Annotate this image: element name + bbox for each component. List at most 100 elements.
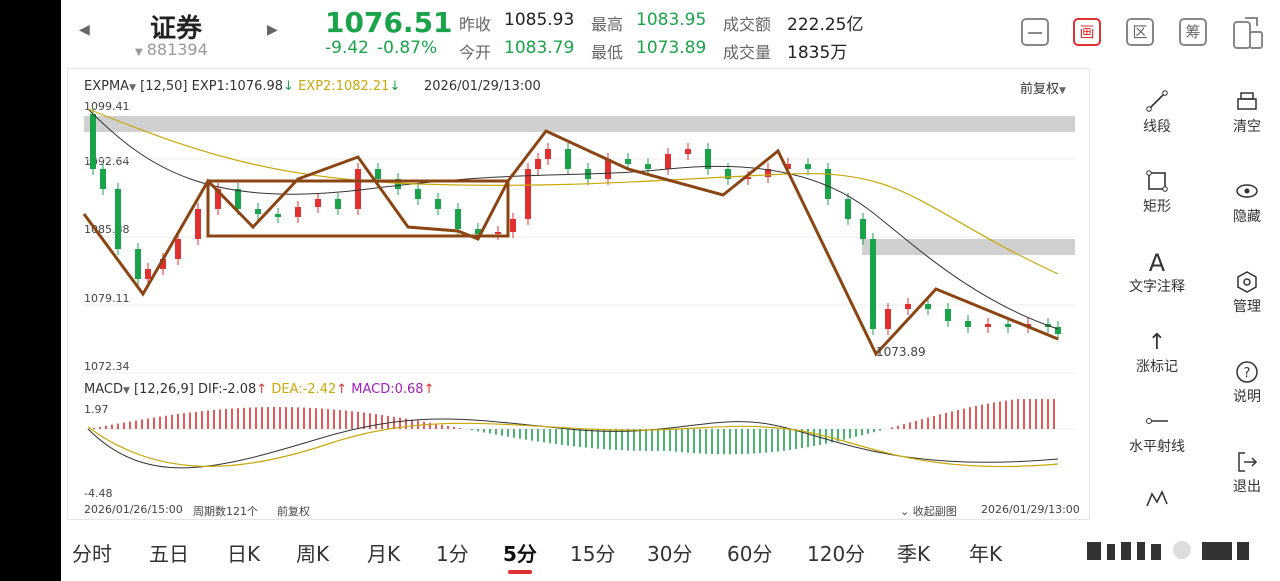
quote-value: 1085.93 (504, 10, 575, 30)
quote-value: 1835万 (787, 43, 848, 63)
tab-more-icon[interactable] (1087, 536, 1257, 570)
y-axis-label: 1079.11 (84, 292, 130, 305)
collapse-label: 收起副图 (912, 505, 957, 518)
tab-period[interactable]: 日K (227, 542, 261, 566)
candle-body (175, 239, 181, 259)
side-hide[interactable]: 隐藏 (1222, 180, 1272, 226)
macd-params: [12,26,9] (134, 382, 194, 397)
app-window: ◀ 证券 ▼ 881394 ▶ 1076.51 -9.42 -0.87% 昨收 10… (61, 0, 1280, 581)
chips-button[interactable]: 筹 (1179, 18, 1207, 46)
tab-period[interactable]: 周K (296, 542, 330, 566)
wave-icon (1122, 488, 1192, 514)
tab-period[interactable]: 15分 (570, 542, 616, 566)
tab-period[interactable]: 月K (367, 542, 401, 566)
draw-button[interactable]: 画 (1073, 18, 1101, 46)
collapse-subchart-button[interactable]: ⌄ 收起副图 (900, 503, 957, 519)
candle-body (100, 169, 106, 189)
stock-code[interactable]: ▼ 881394 (135, 40, 208, 59)
down-arrow-icon: ↓ (389, 79, 401, 94)
minus-button[interactable] (1021, 18, 1049, 46)
range-button[interactable]: 区 (1126, 18, 1154, 46)
tool-up-mark[interactable]: ↑ 涨标记 (1122, 330, 1192, 376)
tab-period[interactable]: 年K (969, 542, 1003, 566)
candle-body (475, 229, 481, 234)
help-icon: ? (1222, 360, 1272, 386)
candle-body (415, 189, 421, 199)
prev-stock-icon[interactable]: ◀ (79, 22, 90, 38)
minus-icon (1028, 31, 1042, 34)
tool-label: 矩形 (1143, 199, 1171, 215)
chart-datetime: 2026/01/29/13:00 (424, 79, 541, 94)
candle-body (455, 209, 461, 229)
candle-body (945, 309, 951, 321)
side-exit[interactable]: 退出 (1222, 450, 1272, 496)
side-help[interactable]: ? 说明 (1222, 360, 1272, 406)
up-arrow-icon: ↑ (336, 382, 348, 397)
end-date: 2026/01/29/13:00 (981, 503, 1080, 516)
tab-period[interactable]: 季K (897, 542, 931, 566)
next-stock-icon[interactable]: ▶ (267, 22, 278, 38)
tab-period[interactable]: 120分 (807, 542, 866, 566)
candle-body (745, 177, 751, 179)
tool-rect[interactable]: 矩形 (1122, 170, 1192, 216)
indicator-select[interactable]: EXPMA (84, 79, 130, 94)
candle-body (805, 164, 811, 169)
candle-body (685, 149, 691, 154)
drawing-box (206, 179, 510, 238)
candle-body (905, 304, 911, 309)
side-manage[interactable]: 管理 (1222, 270, 1272, 316)
quote-label: 成交额 (723, 15, 772, 34)
resistance-zone (862, 239, 1075, 255)
tab-period[interactable]: 60分 (727, 542, 773, 566)
chart-panel[interactable]: EXPMA▼ [12,50] EXP1:1076.98↓ EXP2:1082.2… (67, 68, 1090, 520)
exp1-value: EXP1:1076.98 (191, 79, 284, 94)
exp2-line (87, 108, 1059, 275)
macd-select[interactable]: MACD (84, 382, 123, 397)
change-value: -9.42 (325, 38, 369, 58)
tool-text[interactable]: A 文字注释 (1122, 250, 1192, 296)
current-price: 1076.51 (325, 6, 453, 39)
eye-icon (1222, 180, 1272, 206)
dif-value: DIF:-2.08 (197, 382, 257, 397)
tab-period[interactable]: 五日 (149, 542, 189, 566)
macd-chart[interactable] (68, 399, 1091, 499)
tab-period[interactable]: 30分 (647, 542, 693, 566)
candle-body (160, 259, 166, 269)
side-clear[interactable]: 清空 (1222, 90, 1272, 136)
candle-body (195, 209, 201, 239)
chevron-down-icon: ⌄ (900, 505, 910, 518)
candle-body (705, 149, 711, 169)
tool-segment[interactable]: 线段 (1122, 90, 1192, 136)
quote-label: 今开 (459, 43, 492, 62)
candle-body (1005, 324, 1011, 327)
candle-body (535, 159, 541, 169)
svg-text:?: ? (1244, 366, 1251, 381)
arrow-up-icon: ↑ (1147, 330, 1167, 355)
tab-period[interactable]: 1分 (436, 542, 469, 566)
price-change: -9.42 -0.87% (325, 38, 445, 58)
tool-more[interactable] (1122, 488, 1192, 514)
candle-body (665, 154, 671, 169)
candle-body (870, 239, 876, 329)
main-indicator-row: EXPMA▼ [12,50] EXP1:1076.98↓ EXP2:1082.2… (84, 79, 400, 94)
candle-body (375, 169, 381, 179)
side-label: 清空 (1233, 119, 1261, 135)
candle-body (355, 169, 361, 209)
manage-icon (1222, 270, 1272, 296)
candle-body (90, 114, 96, 169)
dif-line (87, 418, 1059, 469)
kline-chart[interactable] (68, 69, 1091, 379)
candle-body (255, 209, 261, 214)
dea-line (87, 422, 1059, 468)
quote-value: 222.25亿 (787, 15, 864, 35)
stock-name: 证券 (150, 14, 203, 44)
tool-label: 涨标记 (1136, 359, 1178, 375)
adjust-select[interactable]: 前复权▼ (1020, 78, 1066, 97)
tool-ray[interactable]: 水平射线 (1122, 410, 1192, 456)
rotate-screen-button[interactable] (1231, 14, 1265, 50)
tab-period-active[interactable]: 5分 (503, 542, 537, 566)
tab-period[interactable]: 分时 (72, 542, 112, 566)
candle-body (495, 232, 501, 234)
y-axis-label: 1099.41 (84, 100, 130, 113)
low-price-label: 1073.89 (876, 345, 926, 359)
